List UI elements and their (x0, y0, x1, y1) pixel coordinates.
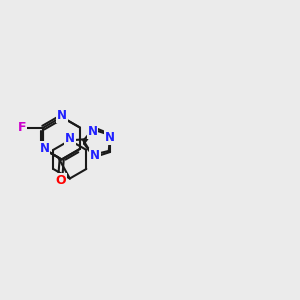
Text: N: N (90, 149, 100, 162)
Text: N: N (40, 142, 50, 155)
Text: O: O (55, 174, 65, 187)
Text: N: N (88, 125, 98, 138)
Text: F: F (17, 121, 26, 134)
Text: N: N (57, 109, 67, 122)
Text: N: N (105, 131, 115, 144)
Text: N: N (65, 132, 75, 146)
